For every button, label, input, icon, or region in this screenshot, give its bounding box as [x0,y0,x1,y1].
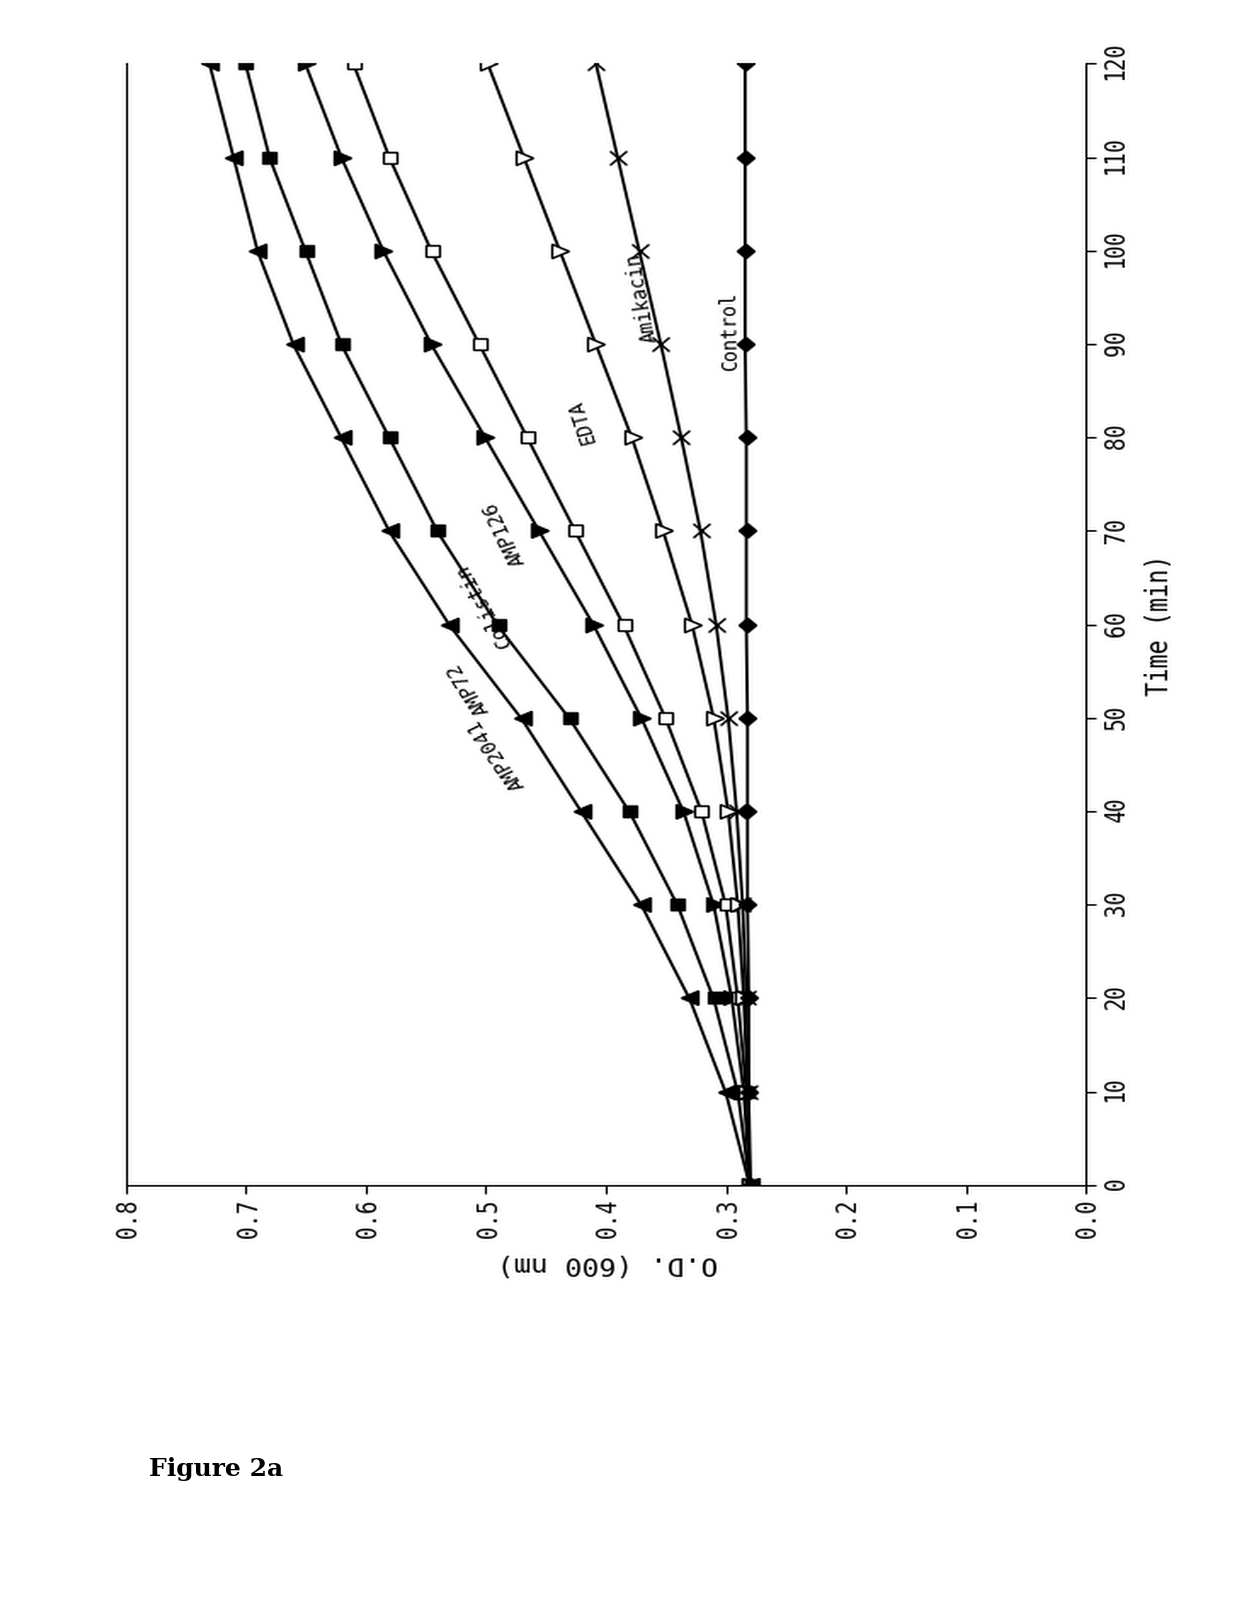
Text: Figure 2a: Figure 2a [149,1457,283,1480]
